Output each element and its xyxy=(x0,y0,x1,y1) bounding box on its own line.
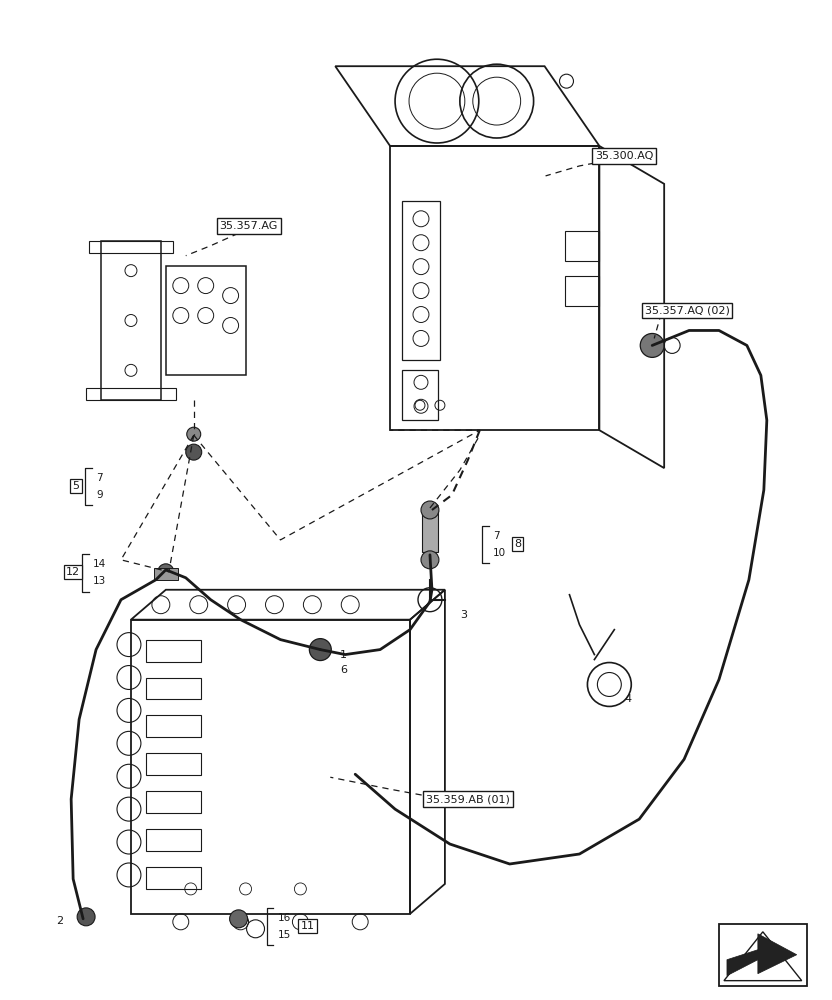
Bar xyxy=(166,266,245,375)
Bar xyxy=(131,620,410,914)
Circle shape xyxy=(230,910,248,928)
Text: 35.300.AQ: 35.300.AQ xyxy=(595,151,653,161)
Bar xyxy=(101,241,161,400)
Bar xyxy=(146,829,201,851)
Circle shape xyxy=(310,639,331,661)
Text: 6: 6 xyxy=(340,665,347,675)
Text: 7: 7 xyxy=(493,531,499,541)
Text: 2: 2 xyxy=(57,916,63,926)
Circle shape xyxy=(158,564,174,580)
Text: 10: 10 xyxy=(493,548,506,558)
Bar xyxy=(422,510,438,552)
Circle shape xyxy=(186,427,201,441)
Bar xyxy=(402,201,440,360)
Text: 9: 9 xyxy=(96,490,102,500)
Text: 1: 1 xyxy=(340,650,347,660)
Bar xyxy=(154,568,178,580)
Bar xyxy=(564,276,599,306)
Circle shape xyxy=(421,501,439,519)
Text: 35.359.AB (01): 35.359.AB (01) xyxy=(426,794,510,804)
Bar xyxy=(146,867,201,889)
Text: 35.357.AG: 35.357.AG xyxy=(220,221,278,231)
Text: 8: 8 xyxy=(514,539,521,549)
Text: 35.357.AQ (02): 35.357.AQ (02) xyxy=(645,306,730,316)
Text: 13: 13 xyxy=(93,576,106,586)
Bar xyxy=(146,791,201,813)
Text: 3: 3 xyxy=(460,610,467,620)
Bar xyxy=(146,640,201,662)
Text: 16: 16 xyxy=(277,913,290,923)
Text: 7: 7 xyxy=(96,473,102,483)
Circle shape xyxy=(186,444,201,460)
Bar xyxy=(86,388,176,400)
Text: 5: 5 xyxy=(72,481,80,491)
Bar xyxy=(719,924,807,986)
Text: 15: 15 xyxy=(277,930,290,940)
Bar xyxy=(564,231,599,261)
Text: 11: 11 xyxy=(300,921,314,931)
Polygon shape xyxy=(727,934,797,976)
Circle shape xyxy=(641,333,664,357)
Bar xyxy=(89,241,173,253)
Bar xyxy=(146,753,201,775)
Bar xyxy=(146,678,201,699)
Text: 14: 14 xyxy=(93,559,106,569)
Text: 12: 12 xyxy=(66,567,80,577)
Circle shape xyxy=(421,551,439,569)
Circle shape xyxy=(77,908,95,926)
Bar xyxy=(146,715,201,737)
Text: 4: 4 xyxy=(624,694,631,704)
Bar xyxy=(402,370,438,420)
